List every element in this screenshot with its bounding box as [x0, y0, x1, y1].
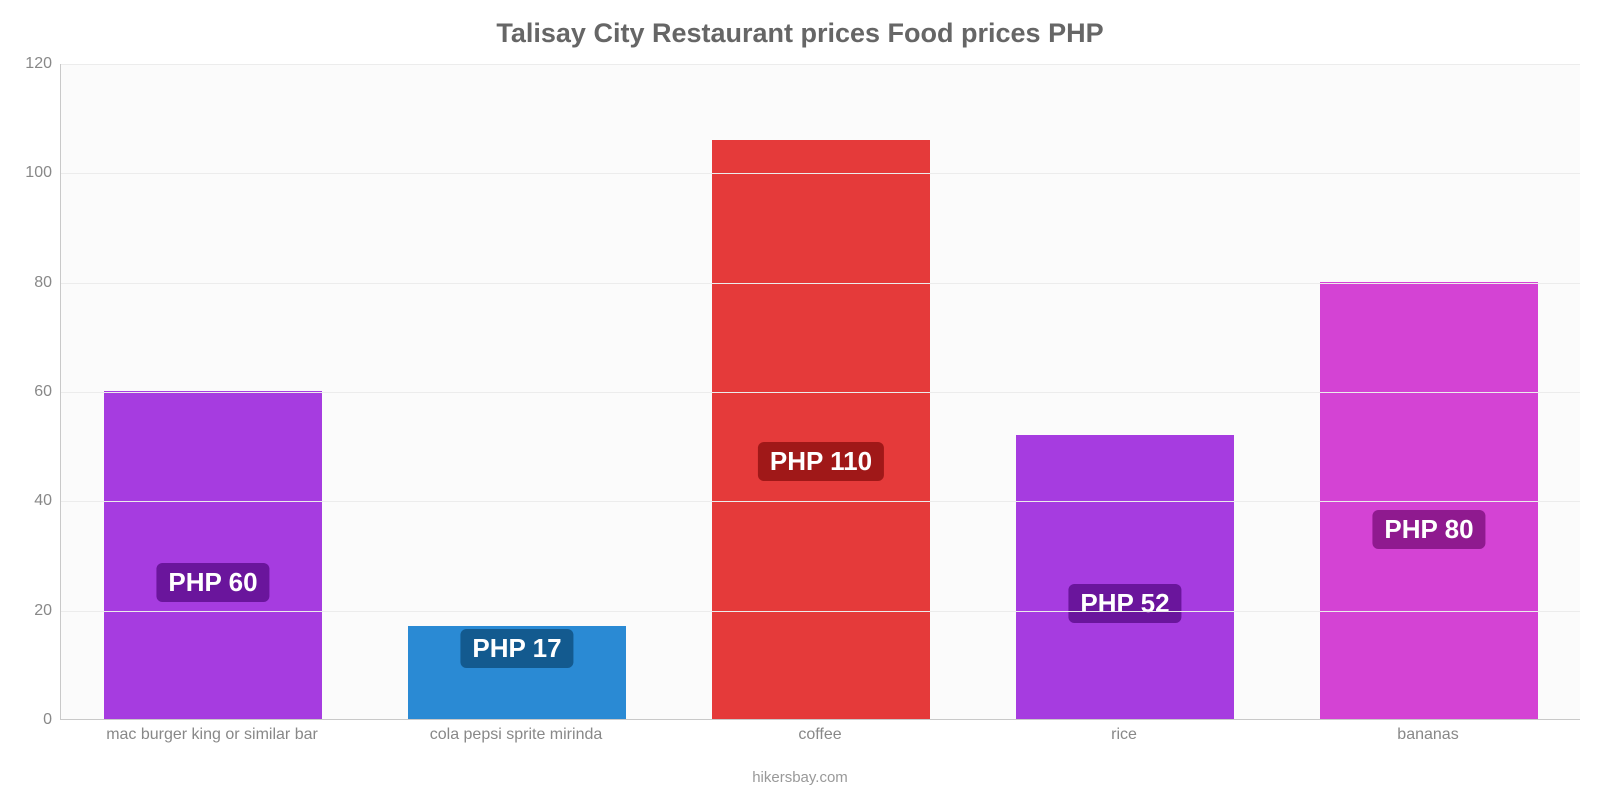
- chart-title: Talisay City Restaurant prices Food pric…: [0, 18, 1600, 49]
- gridline: [61, 283, 1580, 284]
- x-axis-tick-label: mac burger king or similar bar: [106, 726, 318, 744]
- bar-chart: Talisay City Restaurant prices Food pric…: [0, 0, 1600, 800]
- gridline: [61, 501, 1580, 502]
- x-axis-tick-label: cola pepsi sprite mirinda: [430, 726, 603, 744]
- bar: [1016, 435, 1235, 719]
- credit-text: hikersbay.com: [0, 769, 1600, 786]
- y-axis-tick-label: 0: [12, 711, 52, 729]
- y-axis-tick-label: 80: [12, 274, 52, 292]
- bar-value-label: PHP 80: [1372, 510, 1485, 549]
- plot-area: PHP 60 PHP 17 PHP 110 PHP 52 PHP 80: [60, 64, 1580, 720]
- bar: [104, 391, 323, 719]
- bar-value-label: PHP 52: [1068, 584, 1181, 623]
- y-axis-tick-label: 60: [12, 383, 52, 401]
- x-axis-tick-label: coffee: [798, 726, 841, 744]
- x-axis-tick-label: bananas: [1397, 726, 1458, 744]
- gridline: [61, 64, 1580, 65]
- y-axis-tick-label: 40: [12, 492, 52, 510]
- bar: [712, 140, 931, 719]
- x-axis-tick-label: rice: [1111, 726, 1137, 744]
- y-axis-tick-label: 100: [12, 164, 52, 182]
- gridline: [61, 392, 1580, 393]
- bar-value-label: PHP 110: [758, 442, 884, 481]
- gridline: [61, 173, 1580, 174]
- y-axis-tick-label: 20: [12, 602, 52, 620]
- bar: [1320, 282, 1539, 719]
- bar-value-label: PHP 60: [156, 563, 269, 602]
- gridline: [61, 611, 1580, 612]
- y-axis-tick-label: 120: [12, 55, 52, 73]
- bar-value-label: PHP 17: [460, 629, 573, 668]
